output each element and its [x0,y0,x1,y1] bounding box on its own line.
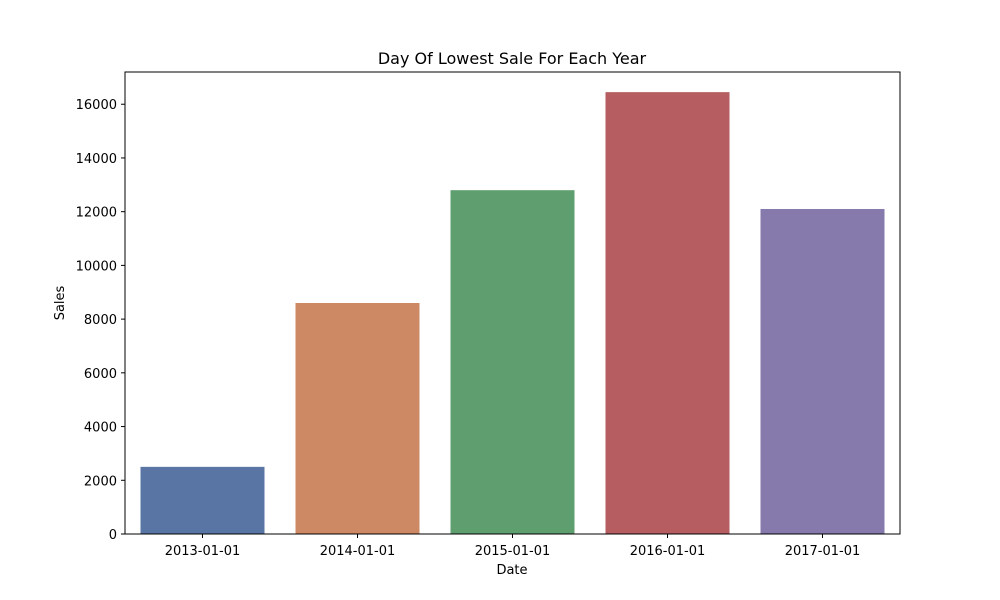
bar-2014-01-01 [295,303,420,534]
bar-2017-01-01 [760,208,885,534]
x-axis: 2013-01-01 2014-01-01 2015-01-01 2016-01-01… [165,534,861,559]
y-tick-label: 10000 [76,259,117,274]
x-tick-label: 2013-01-01 [165,544,241,559]
bar-2013-01-01 [140,466,265,534]
y-tick-label: 8000 [84,313,117,328]
x-tick-label: 2015-01-01 [475,544,551,559]
y-tick-label: 0 [109,528,117,543]
x-axis-title: Date [496,563,527,578]
y-tick-label: 14000 [76,152,117,167]
x-tick-label: 2014-01-01 [320,544,396,559]
chart-title: Day Of Lowest Sale For Each Year [378,49,647,68]
y-axis-title: Sales [53,285,68,320]
y-tick-label: 6000 [84,367,117,382]
y-tick-label: 2000 [84,474,117,489]
y-tick-label: 4000 [84,421,117,436]
y-tick-label: 12000 [76,206,117,221]
y-tick-label: 16000 [76,98,117,113]
x-tick-label: 2017-01-01 [785,544,861,559]
bars-group [140,92,885,535]
y-axis: 0 2000 4000 6000 8000 10000 12000 14000 16000 [76,98,125,543]
bar-2015-01-01 [450,190,575,535]
bar-2016-01-01 [605,92,730,534]
plot-area-frame [124,71,901,535]
x-tick-label: 2016-01-01 [630,544,706,559]
